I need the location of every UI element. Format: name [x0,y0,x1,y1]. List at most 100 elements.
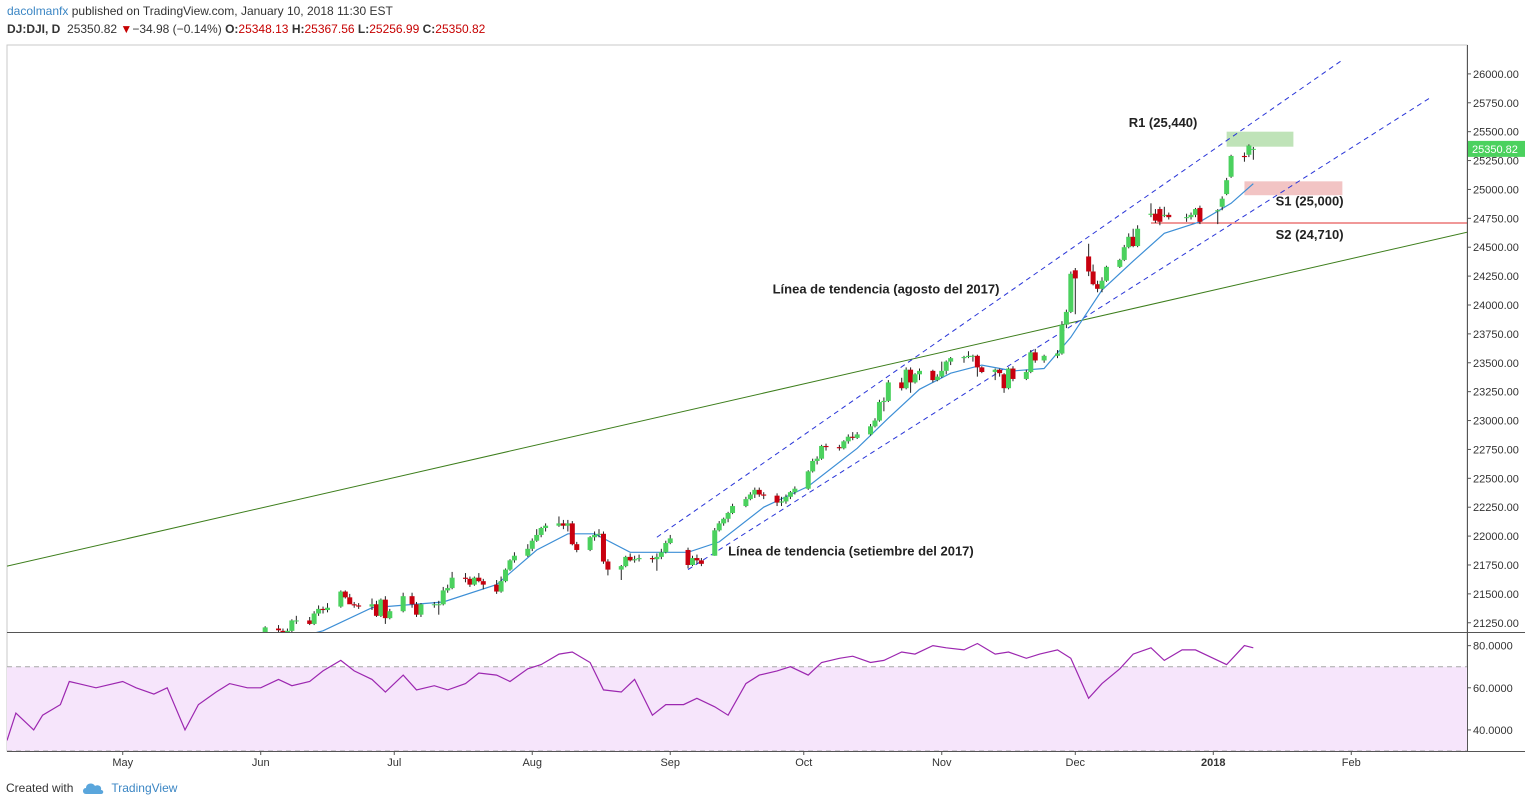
candle [1001,373,1007,393]
candle-body [618,566,624,570]
candle-body [836,447,842,449]
candle [997,368,1003,377]
candle [623,555,629,568]
candle-body [560,523,566,526]
candle [1188,212,1194,220]
candle [293,615,299,624]
price-tick-label: 23500.00 [1473,358,1519,370]
price-tick-label: 25750.00 [1473,98,1519,110]
tradingview-logo[interactable]: TradingView [81,781,177,795]
candle-body [462,577,468,579]
candle [600,531,606,564]
candle [418,603,424,617]
candle [560,519,566,530]
candle-body [774,495,780,503]
candle-body [965,355,971,357]
candle [654,553,660,571]
candle [810,458,816,473]
author-link[interactable]: dacolmanfx [7,4,69,18]
price-tick-label: 22750.00 [1473,444,1519,456]
open-label: O: [225,22,239,36]
r1-label: R1 (25,440) [1129,115,1198,130]
candle-body [467,578,473,585]
candle-body [632,559,638,561]
candle [1099,277,1105,293]
price-tick-label: 24500.00 [1473,242,1519,254]
candle-body [338,591,344,607]
candle-body [400,596,406,612]
candle-body [712,530,718,556]
candle [939,361,945,378]
candle [917,368,922,381]
candle [400,592,406,613]
candle-body [667,538,673,544]
trendline-aug-label: Línea de tendencia (agosto del 2017) [773,281,1000,296]
candle-body [1148,213,1154,215]
price-tick-label: 25500.00 [1473,127,1519,139]
candle [934,374,940,382]
candle-body [997,369,1003,374]
candle-body [689,558,695,565]
candle-body [254,642,259,644]
candle [347,593,353,605]
candle-body [948,358,954,362]
candle-body [1117,259,1123,267]
price-tick-label: 22500.00 [1473,473,1519,485]
time-tick-label: Jun [252,757,270,769]
candle-body [685,549,691,565]
candle [1192,207,1198,218]
candle-body [1068,273,1074,312]
candle-body [284,630,290,632]
candle-body [1215,210,1221,212]
candle [876,399,882,422]
rsi-pane[interactable] [7,642,1467,752]
price-tick-label: 25250.00 [1473,156,1519,168]
time-tick-label: Oct [795,757,812,769]
candle [903,367,909,390]
candle-body [373,604,379,616]
candle-body [845,436,851,442]
candle [249,640,254,649]
price-tick-label: 24000.00 [1473,300,1519,312]
candle-body [511,555,517,561]
candle [787,491,793,500]
low-value: 25256.99 [369,22,420,36]
candle [324,603,330,613]
candle [1184,213,1190,222]
candle [592,531,598,541]
candle [823,443,829,451]
candle [498,576,504,593]
candle [387,608,393,620]
candle-body [600,533,606,562]
candle-body [1166,214,1172,218]
candle [440,586,446,606]
candle-body [1228,155,1234,177]
candle [1032,348,1038,363]
candle [747,492,753,501]
candle [779,496,785,507]
candle [1095,280,1101,293]
candle-body [1086,256,1092,272]
candle [556,516,562,527]
time-tick-label: Aug [522,757,542,769]
rsi-line [7,642,1254,741]
candle-body [1241,155,1247,158]
time-tick-label: 2018 [1201,757,1225,769]
price-tick-label: 22000.00 [1473,531,1519,543]
candle [752,487,758,498]
candle-body [934,376,940,381]
candle-body [1246,145,1252,155]
candle [534,529,540,542]
candle [284,628,290,632]
candle-body [876,402,882,421]
candle-body [351,604,357,606]
candle [1010,366,1016,382]
candle [725,511,731,523]
candle-body [1103,266,1109,281]
candle-body [596,533,602,535]
footer: Created with TradingView [6,781,177,795]
main-pane[interactable] [7,59,1467,650]
candle-body [912,374,918,383]
candle [596,529,602,538]
